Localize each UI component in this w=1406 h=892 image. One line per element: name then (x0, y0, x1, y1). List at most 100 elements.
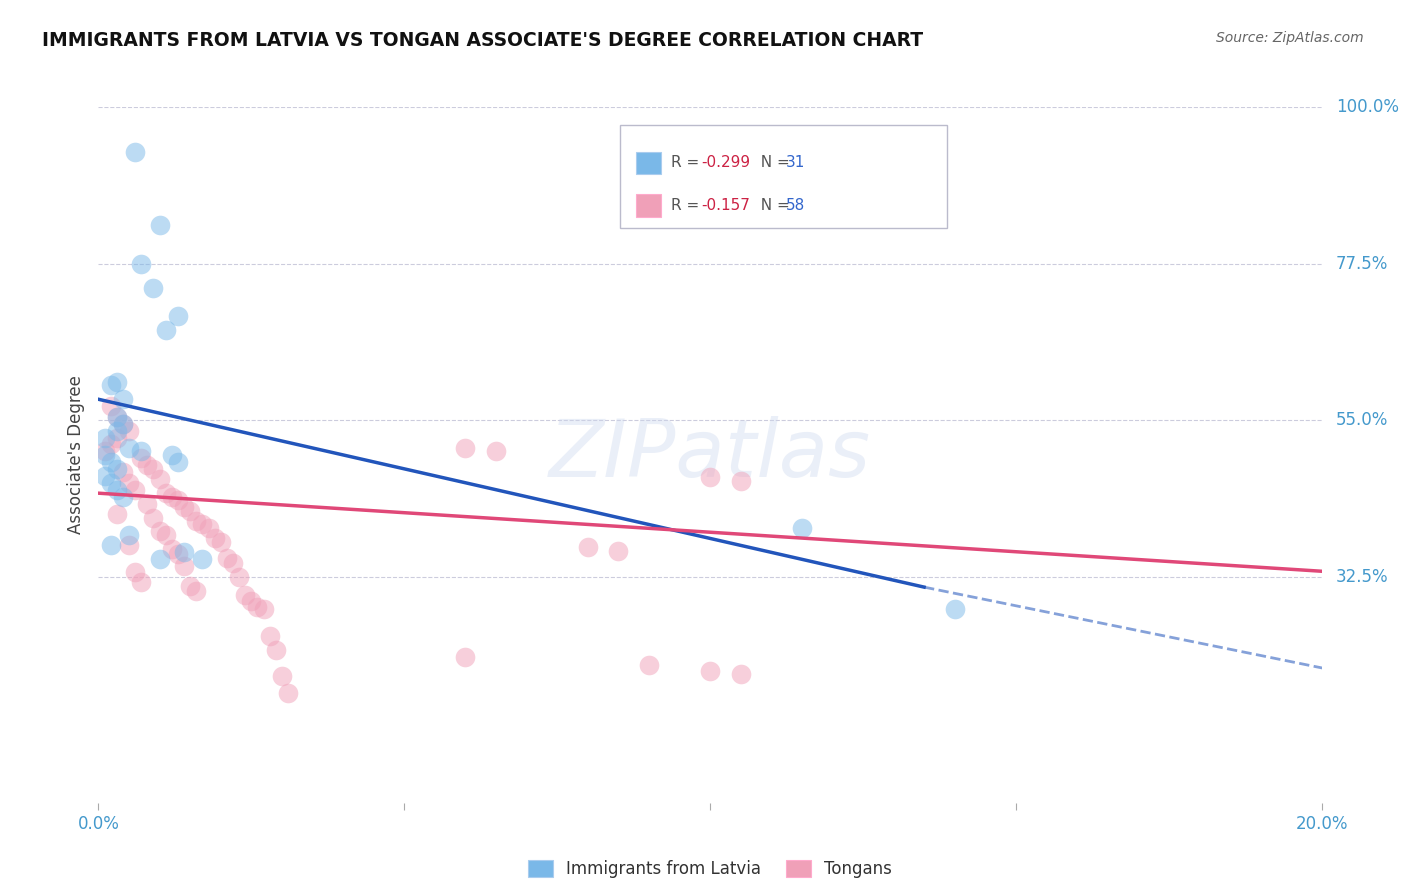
Point (259, 629, 281, 643)
Point (105, 462, 128, 476)
Point (118, 475, 141, 490)
Point (155, 486, 177, 500)
Point (100, 437, 122, 451)
Point (485, 444, 508, 458)
Point (111, 417, 134, 431)
Point (173, 559, 195, 574)
Text: 100.0%: 100.0% (1336, 98, 1399, 116)
Point (197, 521, 219, 535)
Text: 55.0%: 55.0% (1336, 411, 1388, 429)
Point (142, 462, 165, 476)
Point (209, 535, 232, 549)
Point (179, 503, 201, 517)
Point (790, 521, 813, 535)
Point (136, 458, 159, 473)
Point (186, 583, 208, 598)
Point (699, 470, 721, 484)
Text: IMMIGRANTS FROM LATVIA VS TONGAN ASSOCIATE'S DEGREE CORRELATION CHART: IMMIGRANTS FROM LATVIA VS TONGAN ASSOCIA… (42, 31, 924, 50)
Text: -0.157: -0.157 (702, 198, 751, 212)
Point (118, 424, 141, 438)
Point (222, 556, 245, 570)
Point (105, 375, 128, 389)
Point (105, 409, 128, 424)
Point (167, 309, 190, 323)
Point (149, 552, 172, 566)
Point (233, 589, 256, 603)
Point (277, 686, 299, 700)
Point (252, 602, 274, 616)
Text: N =: N = (751, 154, 794, 169)
Point (93, 444, 115, 458)
Point (607, 544, 630, 558)
Point (167, 493, 190, 508)
Point (111, 392, 134, 407)
Point (100, 378, 122, 392)
Point (730, 475, 752, 489)
Point (699, 664, 721, 678)
Point (160, 448, 183, 462)
Point (155, 528, 177, 542)
Point (246, 599, 269, 614)
Point (191, 552, 214, 566)
Point (93, 448, 115, 462)
Point (270, 669, 292, 683)
Point (118, 528, 141, 542)
Text: R =: R = (671, 154, 704, 169)
Point (111, 466, 134, 480)
Point (124, 565, 146, 579)
Point (129, 256, 152, 270)
Point (167, 455, 190, 469)
Point (179, 579, 201, 593)
Text: 31: 31 (786, 154, 806, 169)
Text: 32.5%: 32.5% (1336, 567, 1388, 586)
Point (173, 545, 195, 559)
Point (730, 667, 752, 681)
Legend: Immigrants from Latvia, Tongans: Immigrants from Latvia, Tongans (522, 854, 898, 885)
Point (167, 547, 190, 561)
Point (111, 417, 134, 431)
Text: ZIPatlas: ZIPatlas (548, 416, 872, 494)
Point (240, 594, 263, 608)
Point (215, 550, 238, 565)
Point (93, 468, 115, 483)
Point (454, 441, 477, 455)
Text: N =: N = (751, 198, 794, 212)
Point (129, 574, 152, 589)
Point (149, 524, 172, 539)
Point (160, 490, 183, 504)
Point (118, 441, 141, 455)
Point (204, 532, 226, 546)
Point (105, 507, 128, 521)
Point (160, 541, 183, 556)
Text: R =: R = (671, 198, 704, 212)
Point (124, 483, 146, 497)
Point (100, 399, 122, 413)
Point (93, 431, 115, 445)
Point (149, 219, 172, 233)
Point (454, 649, 477, 664)
Point (100, 538, 122, 552)
Point (111, 490, 134, 504)
Point (155, 323, 177, 337)
Point (142, 281, 165, 295)
Point (191, 517, 214, 532)
Text: 58: 58 (786, 198, 806, 212)
Point (264, 642, 287, 657)
Text: Source: ZipAtlas.com: Source: ZipAtlas.com (1216, 31, 1364, 45)
Point (637, 658, 661, 673)
Point (129, 444, 152, 458)
Point (228, 570, 250, 584)
Point (142, 510, 165, 524)
Point (173, 500, 195, 514)
Point (105, 431, 128, 445)
Point (124, 145, 146, 160)
Text: -0.299: -0.299 (702, 154, 751, 169)
Point (136, 497, 159, 511)
Point (100, 455, 122, 469)
Y-axis label: Associate's Degree: Associate's Degree (66, 376, 84, 534)
Point (118, 538, 141, 552)
Point (186, 514, 208, 528)
Point (105, 424, 128, 438)
Point (149, 472, 172, 486)
Point (129, 451, 152, 466)
